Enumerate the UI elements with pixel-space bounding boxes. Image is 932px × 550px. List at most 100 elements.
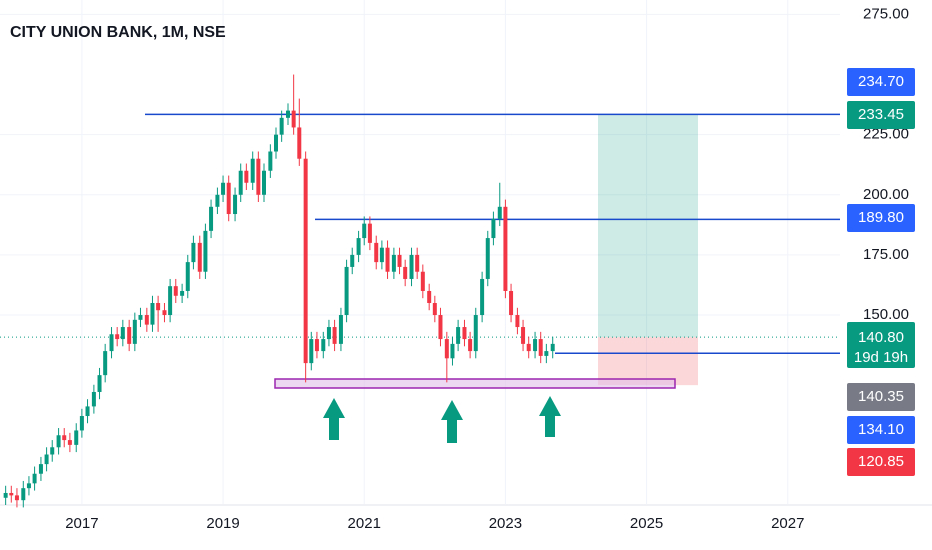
candle-body: [50, 447, 55, 455]
price-label: 140.35: [858, 388, 904, 405]
candle-body: [385, 247, 390, 272]
candle-body: [438, 315, 443, 340]
candle-body: [250, 158, 255, 183]
up-arrow: [441, 400, 463, 443]
candle-body: [215, 194, 220, 207]
candle-body: [91, 391, 96, 407]
candle-body: [314, 339, 319, 352]
candle-body: [79, 416, 84, 431]
candle-body: [450, 343, 455, 359]
candle-body: [274, 134, 278, 152]
x-tick-label: 2017: [65, 515, 98, 532]
candle-body: [268, 151, 273, 171]
candle-body: [391, 254, 396, 272]
candle-body: [132, 319, 137, 344]
candle-body: [509, 290, 514, 316]
candle-body: [344, 266, 349, 316]
candle-body: [38, 464, 43, 474]
candle-body: [367, 223, 372, 243]
candle-body: [420, 271, 425, 291]
candle-body: [74, 430, 79, 445]
y-tick-label: 225.00: [863, 126, 909, 143]
candle-body: [374, 242, 379, 263]
price-label-box: [847, 204, 915, 232]
y-tick-label: 200.00: [863, 186, 909, 203]
candle-body: [144, 315, 149, 325]
candle-body: [397, 254, 402, 267]
candle-body: [62, 435, 67, 441]
candle-body: [303, 158, 308, 364]
candle-body: [9, 492, 14, 496]
x-tick-label: 2021: [348, 515, 381, 532]
candle-body: [521, 327, 526, 344]
price-label-box: [847, 448, 915, 476]
candle-body: [3, 492, 8, 498]
y-tick-label: 150.00: [863, 306, 909, 323]
candle-body: [127, 327, 132, 344]
candle-body: [156, 303, 161, 311]
candle-body: [262, 170, 266, 195]
candle-body: [497, 206, 502, 219]
candle-body: [203, 230, 208, 272]
candle-body: [56, 435, 61, 448]
candle-body: [244, 170, 249, 183]
candle-body: [221, 182, 226, 195]
candle-body: [168, 286, 173, 316]
candle-body: [462, 327, 467, 340]
candle-body: [120, 327, 125, 340]
candle-body: [544, 351, 549, 356]
x-tick-label: 2025: [630, 515, 663, 532]
candle-body: [321, 339, 326, 352]
candle-body: [468, 339, 473, 352]
candle-body: [338, 315, 343, 344]
candle-body: [21, 488, 26, 501]
candle-body: [409, 254, 414, 279]
candle-body: [185, 262, 190, 291]
candle-body: [473, 315, 478, 352]
chart-title: CITY UNION BANK, 1M, NSE: [10, 24, 226, 41]
price-label-box: [847, 416, 915, 444]
candle-body: [85, 406, 90, 417]
price-label: 134.10: [858, 421, 904, 438]
candle-body: [291, 110, 296, 128]
candle-body: [362, 223, 367, 239]
stop-zone: [598, 337, 698, 386]
candle-body: [67, 440, 72, 445]
candle-body: [115, 334, 120, 340]
x-tick-label: 2027: [771, 515, 804, 532]
candle-body: [485, 238, 490, 279]
y-tick-label: 175.00: [863, 246, 909, 263]
candle-body: [415, 254, 420, 272]
candle-body: [209, 206, 214, 231]
price-label: 140.80: [858, 329, 904, 346]
x-tick-label: 2023: [489, 515, 522, 532]
candle-body: [538, 339, 543, 356]
up-arrow: [323, 398, 345, 440]
support-zone: [274, 378, 676, 389]
price-label: 189.80: [858, 209, 904, 226]
price-label-box: [847, 101, 915, 129]
candle-body: [26, 483, 31, 489]
candle-body: [233, 194, 238, 215]
candle-body: [109, 334, 114, 352]
candle-body: [297, 127, 302, 159]
candle-body: [238, 170, 243, 195]
candle-body: [32, 473, 37, 484]
candle-body: [526, 343, 531, 352]
candle-body: [444, 339, 449, 359]
candle-body: [403, 266, 408, 279]
candle-body: [480, 278, 485, 316]
candle-body: [14, 495, 19, 501]
candle-body: [379, 247, 384, 263]
candle-body: [491, 218, 496, 239]
price-label-box: [847, 383, 915, 411]
candle-body: [432, 303, 437, 316]
x-tick-label: 2019: [206, 515, 239, 532]
candle-body: [550, 343, 555, 352]
candle-body: [180, 290, 185, 296]
y-tick-label: 275.00: [863, 5, 909, 22]
candle-body: [279, 117, 284, 135]
candle-body: [44, 454, 49, 465]
